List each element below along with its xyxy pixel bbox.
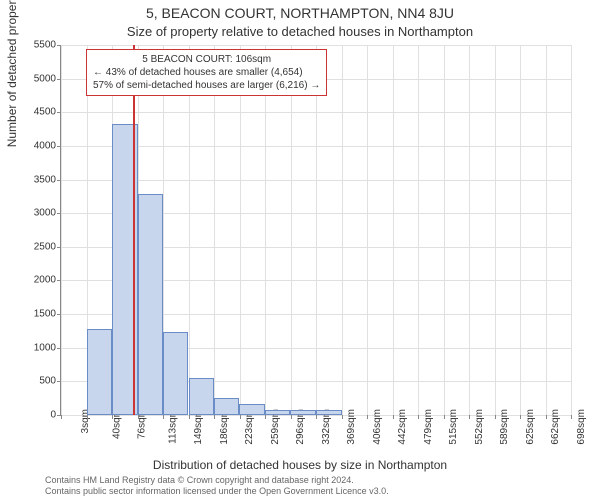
x-tick-label: 698sqm <box>576 409 587 445</box>
x-tick <box>444 415 445 419</box>
annotation-box: 5 BEACON COURT: 106sqm ← 43% of detached… <box>86 49 327 96</box>
x-tick <box>546 415 547 419</box>
y-tick-label: 0 <box>50 410 56 421</box>
y-tick-label: 2000 <box>34 275 56 286</box>
y-tick-label: 5000 <box>34 73 56 84</box>
chart-container: 5, BEACON COURT, NORTHAMPTON, NN4 8JU Si… <box>0 0 600 500</box>
gridline-vertical <box>316 45 317 415</box>
gridline-vertical <box>546 45 547 415</box>
y-tick-label: 3000 <box>34 208 56 219</box>
x-tick <box>469 415 470 419</box>
histogram-bar <box>239 404 265 415</box>
x-tick-label: 369sqm <box>346 409 357 445</box>
x-tick <box>393 415 394 419</box>
x-tick <box>418 415 419 419</box>
footer-line-1: Contains HM Land Registry data © Crown c… <box>45 475 389 486</box>
x-tick <box>265 415 266 419</box>
x-tick <box>240 415 241 419</box>
chart-title-sub: Size of property relative to detached ho… <box>0 24 600 39</box>
x-tick <box>61 415 62 419</box>
annotation-line-3: 57% of semi-detached houses are larger (… <box>93 79 320 92</box>
y-tick-label: 3500 <box>34 174 56 185</box>
histogram-bar <box>138 194 163 415</box>
y-tick-label: 1000 <box>34 342 56 353</box>
gridline-vertical <box>367 45 368 415</box>
x-tick <box>342 415 343 419</box>
y-tick-label: 500 <box>39 376 56 387</box>
x-axis-label: Distribution of detached houses by size … <box>0 458 600 472</box>
x-tick <box>367 415 368 419</box>
gridline-vertical <box>469 45 470 415</box>
gridline-vertical <box>393 45 394 415</box>
histogram-bar <box>189 378 215 415</box>
y-tick-label: 4500 <box>34 107 56 118</box>
annotation-line-1: 5 BEACON COURT: 106sqm <box>93 53 320 66</box>
x-tick <box>138 415 139 419</box>
y-tick-label: 5500 <box>34 40 56 51</box>
gridline-vertical <box>240 45 241 415</box>
x-tick <box>163 415 164 419</box>
x-tick <box>316 415 317 419</box>
gridline-vertical <box>495 45 496 415</box>
histogram-bar <box>265 410 290 415</box>
y-tick-label: 1500 <box>34 309 56 320</box>
x-tick <box>189 415 190 419</box>
gridline-vertical <box>265 45 266 415</box>
x-tick <box>112 415 113 419</box>
x-tick-label: 552sqm <box>474 409 485 445</box>
x-tick <box>520 415 521 419</box>
footer-attribution: Contains HM Land Registry data © Crown c… <box>45 475 389 497</box>
histogram-bar <box>163 332 189 415</box>
x-tick-label: 662sqm <box>550 409 561 445</box>
footer-line-2: Contains public sector information licen… <box>45 486 389 497</box>
histogram-bar <box>87 329 112 415</box>
x-tick-label: 625sqm <box>525 409 536 445</box>
plot-area: 3sqm40sqm76sqm113sqm149sqm186sqm223sqm25… <box>60 45 571 416</box>
gridline-vertical <box>418 45 419 415</box>
gridline-vertical <box>571 45 572 415</box>
y-tick-label: 2500 <box>34 241 56 252</box>
x-tick-label: 442sqm <box>397 409 408 445</box>
x-tick-label: 589sqm <box>499 409 510 445</box>
gridline-vertical <box>520 45 521 415</box>
histogram-bar <box>290 410 316 415</box>
gridline-vertical <box>291 45 292 415</box>
x-tick-label: 406sqm <box>372 409 383 445</box>
y-tick-label: 4000 <box>34 140 56 151</box>
gridline-vertical <box>189 45 190 415</box>
gridline-vertical <box>342 45 343 415</box>
property-marker-line <box>133 45 135 415</box>
x-tick <box>214 415 215 419</box>
gridline-vertical <box>61 45 62 415</box>
chart-title-main: 5, BEACON COURT, NORTHAMPTON, NN4 8JU <box>0 5 600 21</box>
x-tick <box>87 415 88 419</box>
annotation-line-2: ← 43% of detached houses are smaller (4,… <box>93 66 320 79</box>
x-tick <box>495 415 496 419</box>
gridline-vertical <box>444 45 445 415</box>
x-tick <box>291 415 292 419</box>
x-tick-label: 515sqm <box>448 409 459 445</box>
y-axis-label: Number of detached properties <box>5 0 19 147</box>
x-tick-label: 479sqm <box>423 409 434 445</box>
gridline-vertical <box>214 45 215 415</box>
histogram-bar <box>316 410 342 415</box>
histogram-bar <box>214 398 239 415</box>
x-tick <box>571 415 572 419</box>
